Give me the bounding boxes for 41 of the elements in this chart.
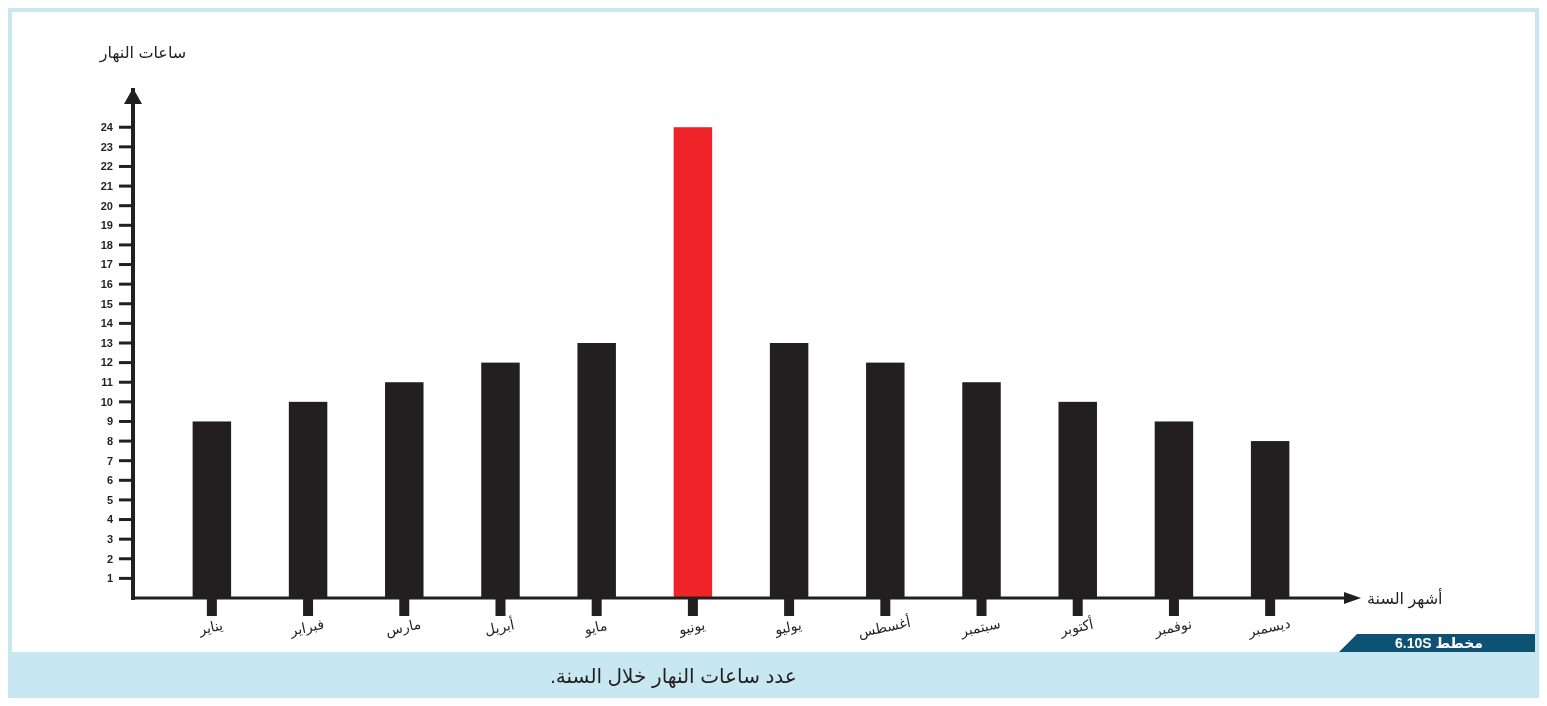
x-tick-label: مايو [581,616,609,639]
y-tick-label: 14 [100,317,114,330]
y-tick-label: 4 [106,513,114,526]
y-tick-label: 17 [100,258,113,271]
x-axis-title: أشهر السنة [1367,587,1443,609]
x-tick-label: سبتمبر [958,615,1003,641]
y-tick-label: 19 [100,219,113,232]
y-tick-label: 5 [106,493,113,506]
y-tick-label: 23 [100,140,113,153]
x-tick-label: مارس [384,615,423,640]
y-tick-label: 2 [106,552,113,565]
x-tick-label: فبراير [287,615,326,640]
x-tick-label: يونيو [676,616,707,639]
bar [673,127,713,598]
y-tick-label: 3 [106,533,113,545]
y-tick-label: 13 [100,336,113,349]
y-tick-label: 12 [100,356,113,369]
x-tick-label: أغسطس [856,612,913,642]
x-tick-label: أبريل [482,615,517,640]
x-tick-label: نوفمبر [1151,615,1194,641]
y-tick-label: 11 [101,376,113,389]
y-axis-title: ساعات النهار [98,44,187,63]
x-tick-label: أكتوبر [1057,614,1096,640]
y-tick-label: 24 [100,121,114,134]
text: مخطط 6.10S [1395,634,1483,651]
y-tick-label: 21 [100,179,113,192]
y-tick-label: 20 [100,199,113,212]
y-tick-label: 1 [106,572,113,585]
x-tick-label: يوليو [772,616,804,639]
x-tick-label: ديسمبر [1245,614,1292,641]
y-tick-label: 8 [106,434,113,447]
x-tick-label: يناير [196,616,225,639]
y-tick-label: 6 [106,474,113,487]
y-tick-label: 7 [106,454,113,467]
text: عدد ساعات النهار خلال السنة. [550,665,797,688]
y-tick-label: 18 [100,238,113,251]
y-tick-label: 16 [100,278,113,290]
y-tick-label: 22 [100,160,113,173]
y-tick-label: 9 [106,415,113,428]
y-tick-label: 15 [100,297,113,310]
y-tick-label: 10 [100,395,113,408]
